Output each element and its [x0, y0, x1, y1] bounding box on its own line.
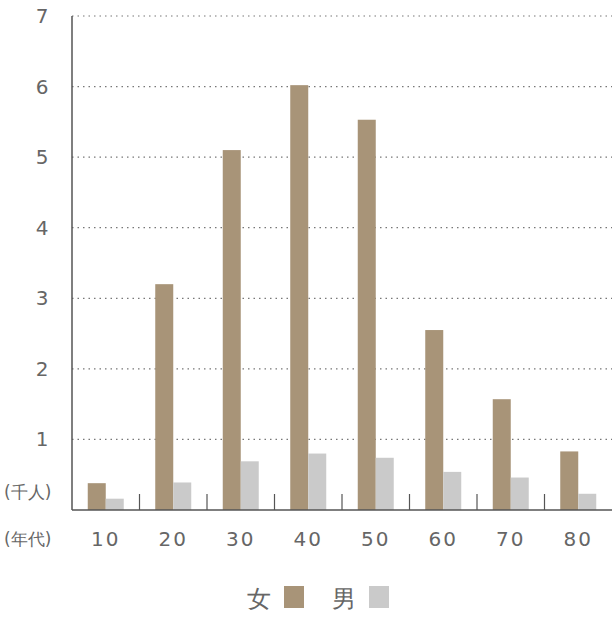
bar	[155, 284, 173, 510]
bar	[511, 478, 529, 510]
x-tick	[341, 494, 342, 510]
bar	[223, 150, 241, 510]
x-tick	[206, 494, 207, 510]
bar	[290, 85, 308, 510]
x-tick-label: 30	[226, 527, 255, 551]
legend-label: 男	[332, 585, 356, 613]
grid-line	[72, 368, 612, 369]
x-tick	[409, 494, 410, 510]
x-tick	[274, 494, 275, 510]
y-tick-label: 6	[36, 75, 49, 99]
bar	[560, 451, 578, 510]
bar	[241, 461, 259, 510]
y-tick-label: 7	[36, 4, 49, 28]
x-tick-label: 50	[361, 527, 390, 551]
legend-swatch	[284, 586, 304, 608]
grid-line	[72, 439, 612, 440]
legend-label: 女	[247, 585, 271, 613]
bar	[493, 399, 511, 510]
x-tick-label: 70	[496, 527, 525, 551]
bar	[173, 482, 191, 510]
y-tick-label: 5	[36, 145, 49, 169]
bar	[358, 120, 376, 510]
x-tick-label: 40	[294, 527, 323, 551]
bar	[376, 458, 394, 510]
grid-line	[72, 298, 612, 299]
grid-line	[72, 157, 612, 158]
bar	[106, 499, 124, 510]
grid-line	[72, 15, 612, 16]
x-tick-label: 10	[91, 527, 120, 551]
x-tick-label: 20	[159, 527, 188, 551]
x-axis-label: (年代)	[4, 529, 51, 549]
grid-line	[72, 86, 612, 87]
bar	[425, 330, 443, 510]
bar	[578, 494, 596, 510]
y-axis	[71, 16, 73, 510]
chart-svg: 1 2 3 4 5 6 7 10 20 30 40 50 60 70 80 (千人) (年代) 女 男	[0, 0, 616, 630]
x-tick-label: 60	[429, 527, 458, 551]
legend-swatch	[369, 586, 389, 608]
x-tick	[139, 494, 140, 510]
x-tick	[544, 494, 545, 510]
x-tick	[476, 494, 477, 510]
y-tick-label: 3	[36, 286, 49, 310]
bar	[308, 454, 326, 510]
x-tick-label: 80	[564, 527, 593, 551]
y-tick-label: 4	[36, 216, 49, 240]
y-axis-label: (千人)	[4, 482, 51, 502]
chart-container: 1 2 3 4 5 6 7 10 20 30 40 50 60 70 80 (千人) (年代) 女 男	[0, 0, 616, 630]
y-tick-label: 1	[36, 427, 49, 451]
bars	[88, 85, 597, 510]
grid-line	[72, 227, 612, 228]
bar	[88, 483, 106, 510]
bar	[443, 472, 461, 510]
y-tick-label: 2	[36, 357, 49, 381]
